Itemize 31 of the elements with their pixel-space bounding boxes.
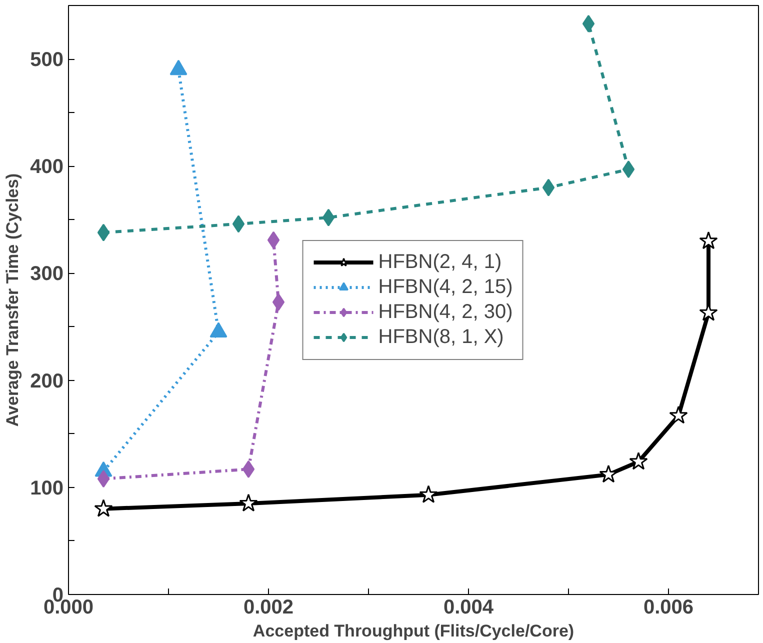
point <box>699 231 718 250</box>
x-tick-label: 0.002 <box>243 596 294 618</box>
x-tick-label: 0.006 <box>643 596 694 618</box>
point <box>629 452 648 470</box>
y-tick-label: 300 <box>30 263 64 286</box>
point <box>232 215 245 233</box>
x-tick-label: 0.004 <box>443 596 494 618</box>
x-axis-title: Accepted Throughput (Flits/Cycle/Core) <box>252 622 574 640</box>
point <box>97 224 110 242</box>
y-axis-title: Average Transfer Time (Cycles) <box>3 173 22 427</box>
point <box>542 178 555 196</box>
point <box>322 208 335 226</box>
legend-label: HFBN(4, 2, 30) <box>378 300 513 324</box>
point <box>267 231 280 249</box>
point <box>419 485 438 503</box>
point <box>582 14 595 32</box>
y-tick-label: 400 <box>30 156 64 178</box>
y-tick-label: 500 <box>30 49 64 72</box>
point <box>669 406 688 424</box>
point <box>94 499 113 517</box>
point <box>239 494 258 512</box>
point <box>272 293 285 311</box>
legend-label: HFBN(2, 4, 1) <box>378 250 502 274</box>
legend-label: HFBN(4, 2, 15) <box>378 276 513 298</box>
point <box>242 460 255 478</box>
point <box>599 464 618 483</box>
point <box>622 160 635 178</box>
point <box>97 470 110 488</box>
legend-label: HFBN(8, 1, X) <box>378 326 504 348</box>
y-tick-label: 100 <box>30 477 64 500</box>
y-tick-label: 200 <box>30 370 64 392</box>
